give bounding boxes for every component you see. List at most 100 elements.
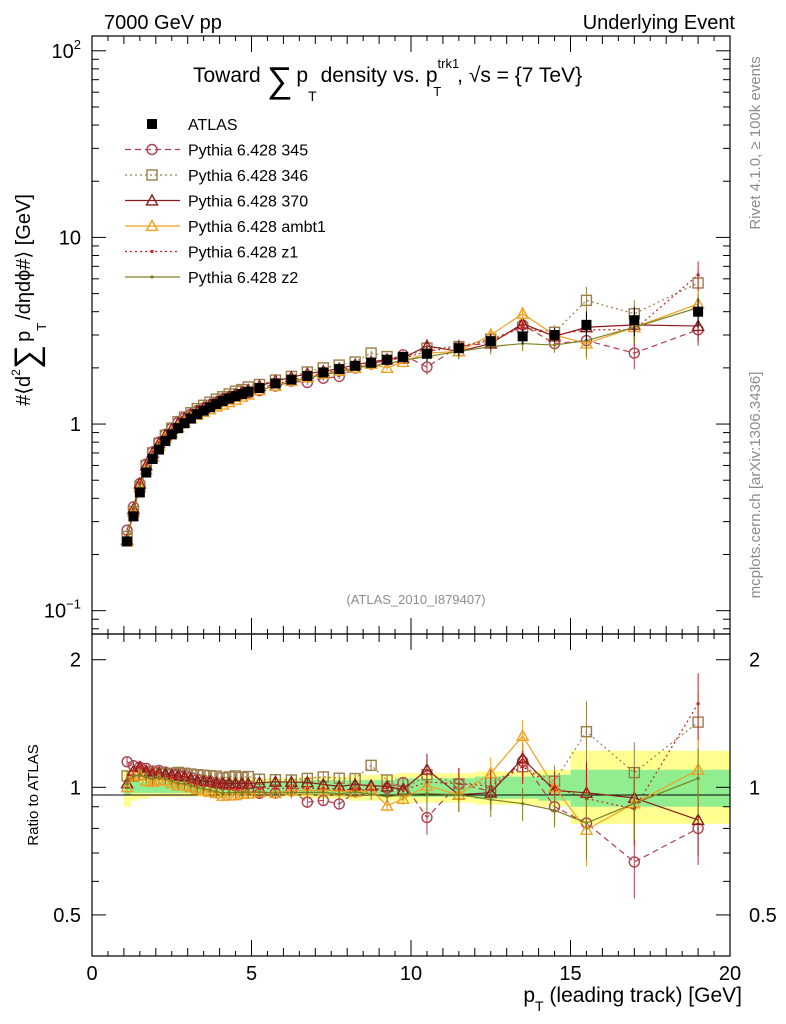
point-atlas [302, 370, 313, 381]
ratio-point-z2 [353, 790, 357, 794]
rivet-version-label: Rivet 4.1.0, ≥ 100k events [747, 56, 764, 229]
legend-item-atlas: ATLAS [147, 117, 238, 134]
legend: ATLAS Pythia 6.428 345 Pythia 6.428 346 Pyt… [125, 117, 326, 287]
ratio-y-label: Ratio to ATLAS [25, 744, 42, 845]
ratio-point-ambt1 [139, 773, 153, 786]
ratio-point-p345 [121, 756, 133, 768]
legend-item-p370: Pythia 6.428 370 [125, 194, 308, 211]
point-atlas [230, 391, 241, 402]
ratio-point-z2 [227, 791, 231, 795]
series-z2 [125, 294, 700, 543]
ratio-point-z2 [552, 808, 557, 812]
ratio-point-z2 [337, 792, 341, 796]
point-atlas [398, 351, 409, 362]
ratio-stat-band [155, 781, 163, 793]
ratio-series-group [120, 673, 705, 899]
ratio-point-z2 [144, 775, 148, 780]
ratio-point-z1 [144, 769, 148, 773]
point-atlas [217, 395, 228, 406]
ylabel-p: p [13, 331, 35, 342]
point-atlas [453, 343, 464, 354]
point-atlas [236, 388, 247, 399]
point-atlas [122, 536, 133, 547]
point-atlas [485, 336, 496, 347]
point-z2 [552, 343, 557, 347]
title-middle: density vs. [321, 64, 420, 87]
ratio-point-z2 [457, 793, 461, 797]
legend-marker [146, 143, 158, 156]
title-p2-sub: T [433, 84, 441, 99]
point-atlas [581, 319, 592, 330]
ratio-point-ambt1 [152, 772, 166, 786]
point-atlas [192, 409, 203, 420]
point-atlas [421, 348, 432, 359]
point-atlas [179, 418, 190, 429]
ratio-point-z2 [170, 779, 174, 783]
header-right: Underlying Event [583, 12, 736, 34]
ratio-point-z2 [257, 790, 262, 794]
ratio-point-z1 [552, 785, 557, 789]
legend-marker [145, 219, 159, 232]
point-atlas [549, 330, 560, 340]
ratio-stat-band [506, 776, 540, 799]
ratio-point-ambt1 [120, 780, 134, 793]
legend-item-p346: Pythia 6.428 346 [125, 168, 308, 185]
ratio-point-z2 [125, 781, 129, 786]
analysis-label: (ATLAS_2010_I879407) [346, 592, 485, 607]
ratio-point-z2 [208, 788, 212, 792]
point-atlas [141, 467, 152, 478]
x-tick-labels: 0 5 10 15 20 [86, 963, 741, 985]
point-atlas [205, 402, 216, 413]
title-prefix: Toward [193, 64, 261, 87]
title-sum: ∑ [267, 59, 293, 100]
ratio-point-ambt1 [515, 728, 530, 742]
ratio-point-ambt1 [380, 798, 394, 811]
series-p345 [121, 316, 704, 536]
series-atlas [122, 298, 704, 547]
series-line-z2 [126, 307, 699, 540]
ratio-stat-band [130, 781, 138, 793]
point-atlas [350, 360, 361, 371]
point-atlas [173, 423, 184, 434]
main-y-label: #⟨d2∑ pT/dηdϕ#⟩ [GeV] [8, 194, 49, 406]
legend-marker [146, 169, 158, 181]
legend-item-ambt1: Pythia 6.428 ambt1 [125, 219, 326, 236]
ylabel-sub: T [34, 323, 49, 331]
ratio-point-z2 [240, 790, 244, 795]
legend-label: Pythia 6.428 z1 [188, 245, 298, 262]
x-axis-label: pT (leading track) [GeV] [523, 984, 742, 1014]
point-z1 [696, 273, 700, 277]
ratio-point-p346 [580, 725, 593, 738]
point-atlas [147, 453, 158, 464]
series-p370 [120, 311, 705, 545]
legend-item-z1: Pythia 6.428 z1 [125, 245, 298, 262]
main-series-group [120, 261, 705, 547]
point-ambt1 [515, 306, 530, 319]
legend-item-z2: Pythia 6.428 z2 [125, 270, 298, 287]
legend-marker [145, 193, 159, 206]
ratio-point-ambt1 [241, 786, 255, 799]
ylabel-sup: 2 [9, 369, 23, 376]
legend-label: Pythia 6.428 346 [188, 168, 308, 185]
x-tick-label: 5 [246, 963, 257, 985]
ratio-point-z2 [369, 792, 373, 796]
ratio-point-z1 [385, 786, 389, 790]
ratio-point-p345 [628, 856, 640, 868]
point-p345 [628, 347, 640, 359]
series-line-p370 [126, 323, 699, 540]
main-y-tick-label: 10 [59, 227, 81, 249]
ratio-point-ambt1 [396, 791, 410, 805]
point-atlas [128, 511, 139, 522]
point-atlas [366, 357, 377, 368]
ratio-point-z2 [151, 777, 155, 781]
ratio-point-z2 [221, 791, 225, 795]
title-p2-sup: trk1 [438, 56, 460, 71]
point-atlas [270, 378, 281, 389]
ratio-stat-band [136, 781, 144, 793]
ratio-point-z2 [182, 782, 187, 786]
point-atlas [160, 436, 171, 447]
ratio-point-z2 [214, 790, 219, 794]
point-p370 [691, 319, 705, 332]
ratio-y-tick-label-left: 2 [70, 650, 81, 672]
point-atlas [211, 399, 222, 410]
